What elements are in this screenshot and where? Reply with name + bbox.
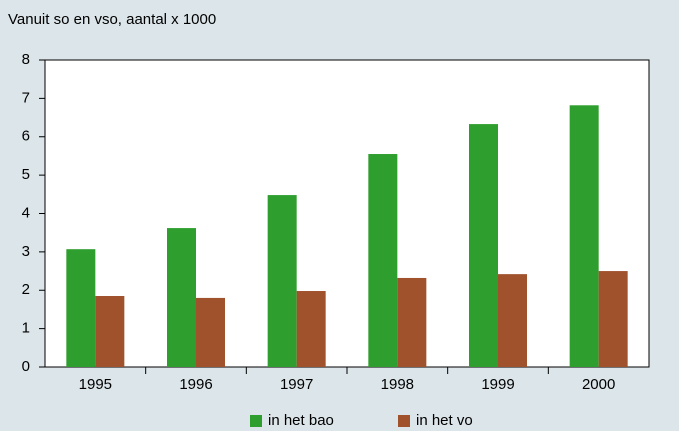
y-tick-label: 4 (22, 204, 30, 221)
legend-label: in het bao (268, 412, 334, 429)
y-tick-label: 1 (22, 320, 30, 337)
bar (469, 124, 498, 368)
x-tick-label: 2000 (582, 376, 615, 393)
plot-area (44, 59, 650, 368)
bar (66, 249, 96, 367)
y-tick-label: 8 (22, 51, 30, 68)
legend-swatch (250, 415, 262, 427)
x-tick-label: 1996 (179, 376, 212, 393)
legend-label: in het vo (416, 412, 473, 429)
legend-swatch (398, 415, 410, 427)
bar (498, 274, 527, 367)
x-tick-label: 1997 (280, 376, 313, 393)
chart-title: Vanuit so en vso, aantal x 1000 (8, 11, 216, 28)
y-tick-label: 3 (22, 243, 30, 260)
y-tick-label: 6 (22, 128, 30, 145)
y-tick-label: 0 (22, 358, 30, 375)
bar (569, 105, 599, 367)
bar (196, 297, 225, 367)
x-tick-label: 1999 (481, 376, 514, 393)
y-tick-label: 2 (22, 281, 30, 298)
bar (368, 154, 398, 367)
bar (267, 195, 297, 367)
y-tick-label: 5 (22, 166, 30, 183)
x-tick-label: 1998 (381, 376, 414, 393)
bar (598, 271, 628, 367)
bar (167, 228, 196, 367)
y-tick-label: 7 (22, 89, 30, 106)
bar (95, 296, 125, 367)
bar (296, 291, 326, 367)
x-tick-label: 1995 (79, 376, 112, 393)
bar (397, 277, 427, 367)
